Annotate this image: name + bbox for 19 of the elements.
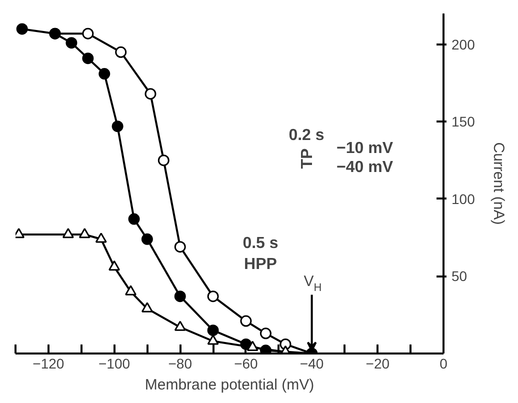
x-tick-label: −40 bbox=[300, 356, 324, 372]
annotation: TP bbox=[299, 148, 316, 169]
x-axis-title: Membrane potential (mV) bbox=[144, 376, 314, 394]
y-axis-title: Current (nA) bbox=[490, 142, 507, 225]
annotation: −10 mV bbox=[336, 140, 394, 157]
x-tick-label: 0 bbox=[440, 356, 448, 372]
x-tick-label: −60 bbox=[234, 356, 258, 372]
x-tick-label: −20 bbox=[366, 356, 390, 372]
x-tick-label: −120 bbox=[32, 356, 64, 372]
annotation: −40 mV bbox=[336, 159, 394, 176]
x-tick-label: −100 bbox=[98, 356, 130, 372]
y-tick-label: 50 bbox=[452, 268, 468, 284]
y-tick-label: 200 bbox=[452, 36, 476, 52]
y-tick-label: 150 bbox=[452, 114, 476, 130]
annotation: 0.5 s bbox=[242, 235, 278, 252]
annotation: 0.2 s bbox=[288, 127, 324, 144]
x-tick-label: −80 bbox=[168, 356, 192, 372]
annotation: HPP bbox=[244, 256, 278, 273]
y-tick-label: 100 bbox=[452, 190, 476, 207]
